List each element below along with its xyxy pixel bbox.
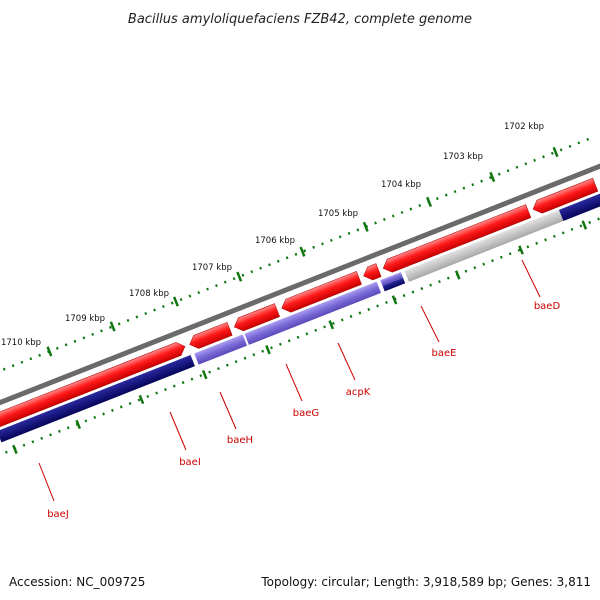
scale-tick: [46, 346, 53, 357]
gene-label-baeg: baeG: [293, 408, 319, 419]
map-title: Bacillus amyloliquefaciens FZB42, comple…: [128, 12, 472, 27]
scale-label: 1704 kbp: [381, 180, 421, 190]
scale-tick: [299, 246, 306, 257]
scale-label: 1708 kbp: [129, 289, 169, 299]
gene-feature: [532, 177, 599, 214]
gene-label-baej: baeJ: [47, 509, 69, 520]
gene-feature: [281, 271, 362, 313]
inner-scale-tick: [328, 320, 335, 330]
inner-scale-tick: [75, 419, 81, 430]
scale-label: 1709 kbp: [65, 314, 105, 324]
gc-segment: [0, 354, 195, 443]
scale-tick: [489, 171, 496, 183]
scale-tick: [109, 321, 116, 332]
scale-tick: [552, 146, 559, 158]
scale-label: 1710 kbp: [1, 338, 41, 348]
scale-label: 1703 kbp: [443, 152, 483, 162]
gc-segment: [382, 277, 406, 292]
scale-label: 1707 kbp: [192, 263, 232, 273]
gene-feature: [0, 342, 186, 429]
inner-scale-tick: [12, 444, 18, 455]
cds-track: [0, 177, 599, 429]
gene-label-baei: baeI: [179, 457, 201, 468]
scale-labels: 1702 kbp 1703 kbp 1704 kbp 1705 kbp 1706…: [1, 122, 544, 348]
genome-backbone: [0, 163, 600, 410]
inner-scale-tick: [201, 369, 208, 380]
gc-segment: [558, 183, 600, 221]
scale-tick: [236, 271, 243, 282]
callout-line: [337, 342, 356, 381]
callout-line: [169, 411, 187, 451]
gc-segment: [194, 334, 248, 365]
accession-text: Accession: NC_009725: [9, 575, 145, 589]
gc-segment: [244, 281, 382, 345]
scale-ticks: [46, 146, 559, 357]
gene-label-baed: baeD: [534, 301, 561, 312]
gene-label-baeh: baeH: [227, 435, 253, 446]
gene-label-baee: baeE: [432, 348, 457, 359]
scale-label: 1706 kbp: [255, 236, 295, 246]
map-body: [0, 136, 600, 455]
callout-line: [420, 305, 440, 343]
gene-feature: [363, 263, 382, 281]
callout-line: [285, 363, 303, 402]
gc-segment: [380, 272, 403, 286]
scale-tick: [172, 296, 179, 307]
gene-feature: [233, 303, 280, 332]
inner-scale-tick: [581, 220, 588, 230]
scale-tick: [426, 196, 433, 207]
scale-label: 1705 kbp: [318, 209, 358, 219]
gc-track: [0, 183, 600, 443]
inner-scale-tick: [138, 394, 145, 405]
inner-scale-tick: [518, 245, 524, 255]
inner-scale-tick: [391, 295, 398, 305]
inner-scale-tick: [454, 270, 461, 280]
inner-scale-tick: [265, 345, 271, 355]
gene-feature: [382, 204, 532, 273]
gene-label-acpk: acpK: [346, 387, 371, 398]
gene-feature: [189, 321, 233, 349]
callout-line: [219, 391, 237, 430]
scale-ring: [0, 136, 592, 382]
callout-line: [38, 462, 55, 502]
scale-tick: [362, 221, 369, 232]
topology-text: Topology: circular; Length: 3,918,589 bp…: [260, 575, 591, 589]
scale-label: 1702 kbp: [504, 122, 544, 132]
gc-segment: [404, 209, 564, 282]
gene-callouts: baeD baeE acpK baeG baeH baeI baeJ: [38, 259, 561, 520]
callout-line: [521, 259, 541, 298]
inner-ticks: [12, 220, 588, 455]
